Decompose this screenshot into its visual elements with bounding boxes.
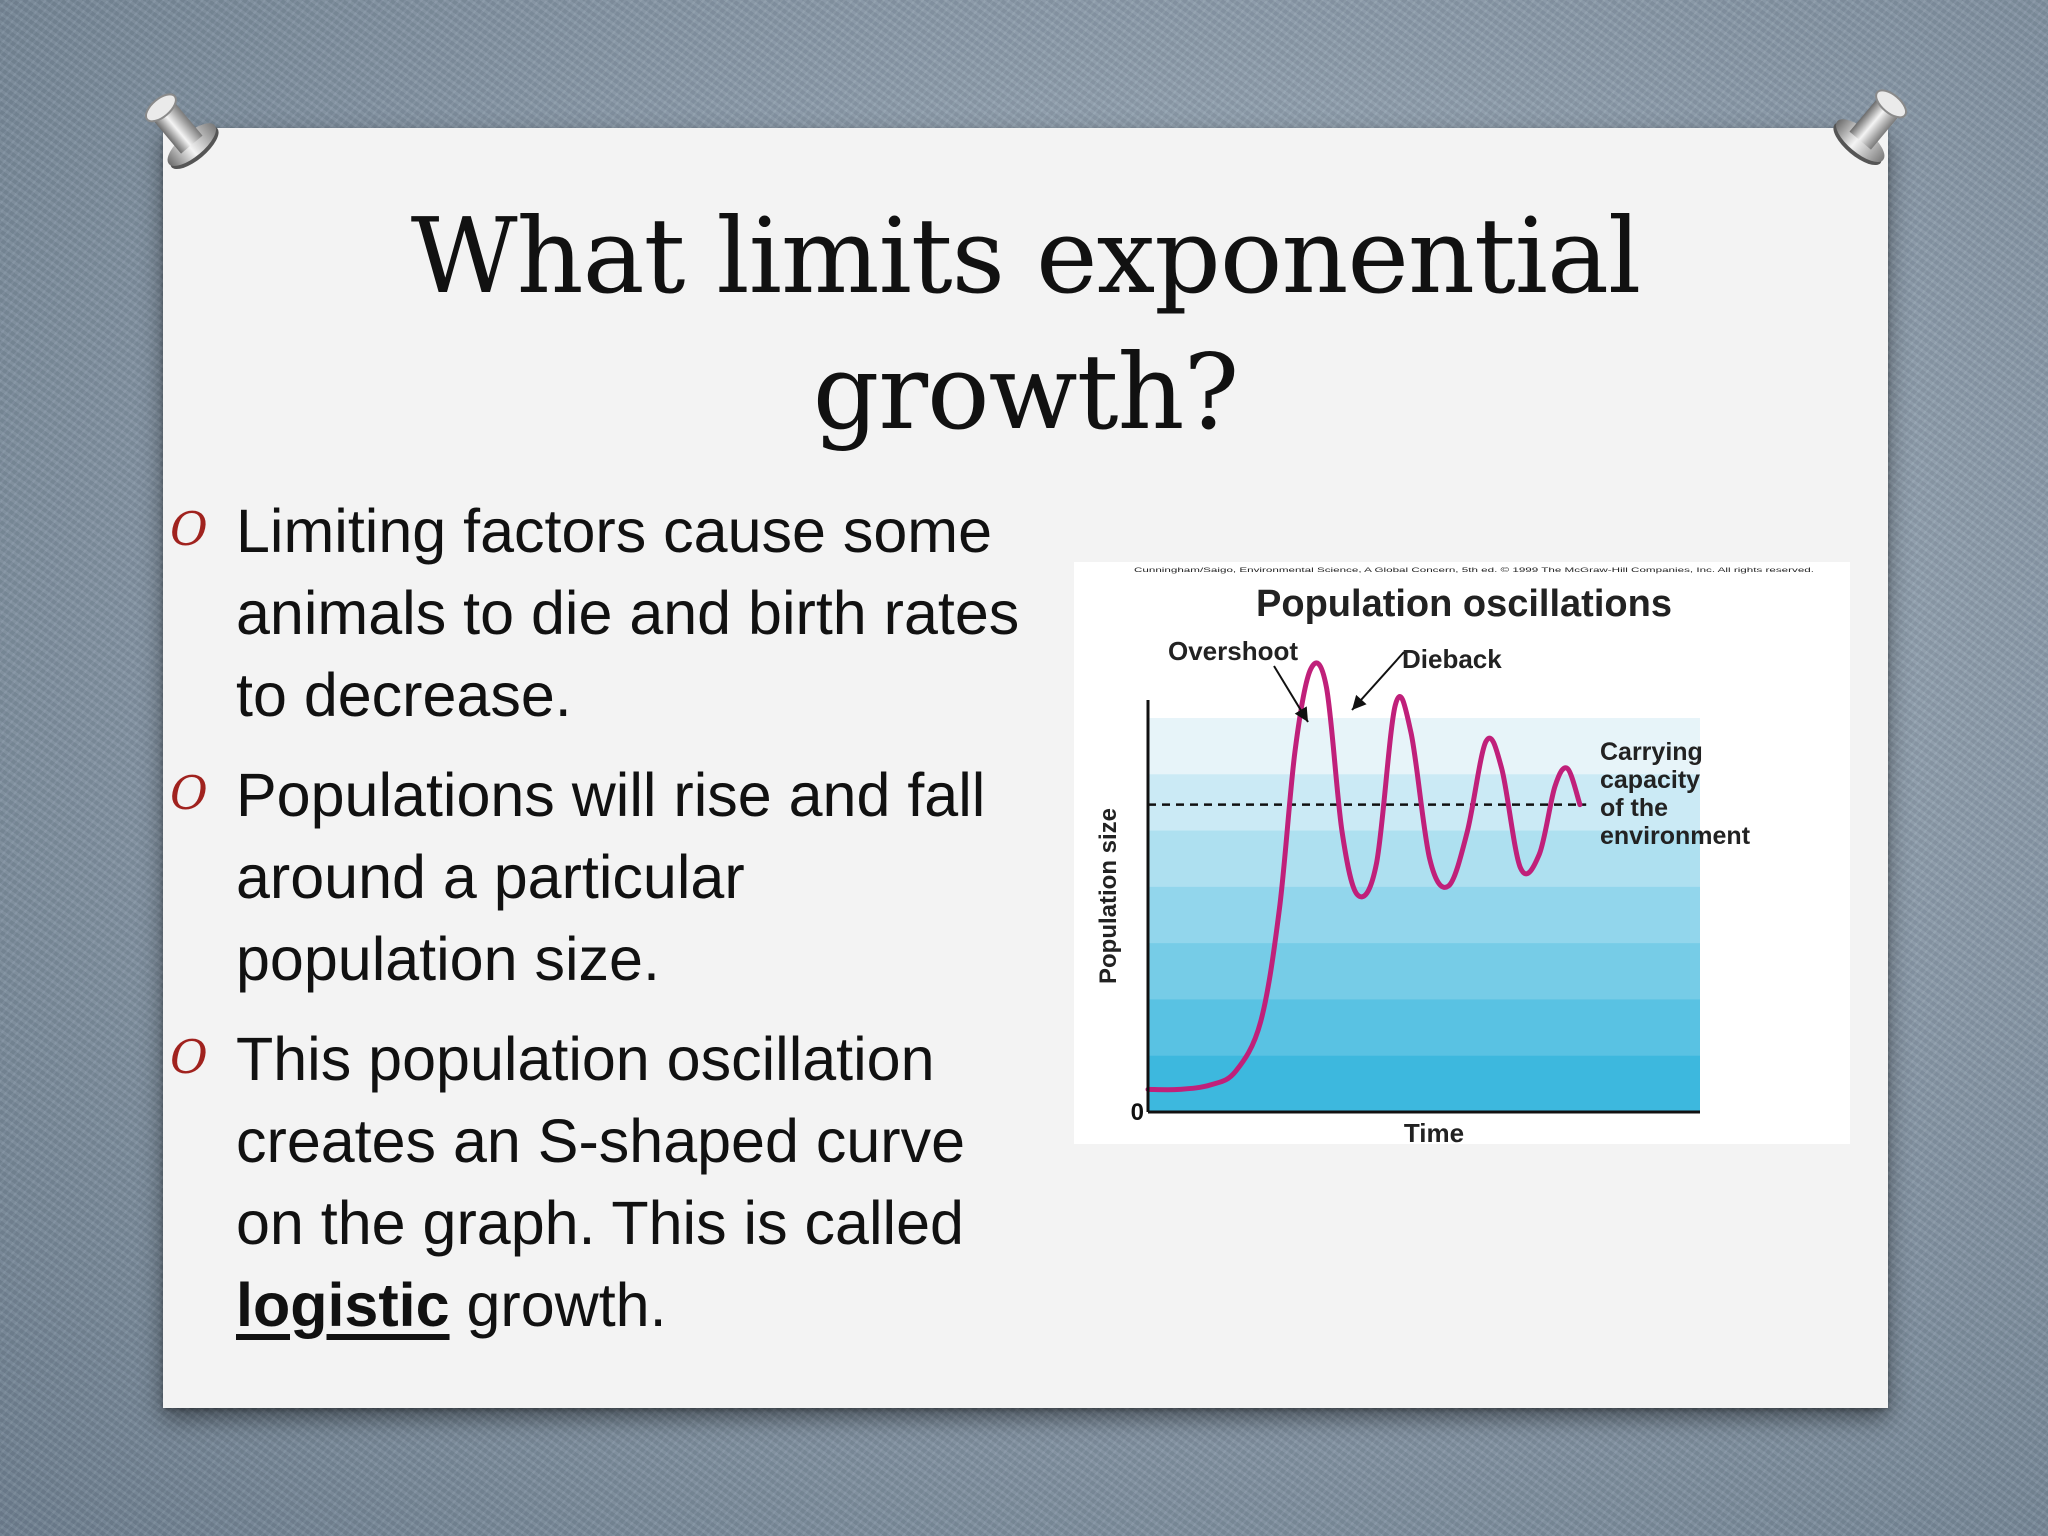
annotation-arrowhead xyxy=(1352,694,1367,710)
slide-title-line-2: growth? xyxy=(812,331,1239,453)
carrying-capacity-label-line: environment xyxy=(1600,822,1751,850)
bullet-item: O Limiting factors cause some animals to… xyxy=(170,490,1030,736)
background-band xyxy=(1148,718,1700,775)
pushpin-left-icon xyxy=(144,93,219,170)
pushpin-right-icon xyxy=(1833,89,1908,166)
bullet-o-icon: O xyxy=(170,766,208,820)
slide-title-line-1: What limits exponential xyxy=(410,195,1642,317)
chart-credit: Cunningham/Saigo, Environmental Science,… xyxy=(1134,567,1815,574)
bullet-text: Populations will rise and fall around a … xyxy=(236,761,986,993)
background-band xyxy=(1148,943,1700,1000)
bullet-o-icon: O xyxy=(170,1030,208,1084)
x-axis-label: Time xyxy=(1404,1118,1464,1144)
background-bands xyxy=(1148,718,1700,1113)
bullet-text-after: growth. xyxy=(449,1271,667,1339)
chart-title: Population oscillations xyxy=(1256,583,1672,625)
y-origin-label: 0 xyxy=(1131,1099,1144,1126)
annotation-label: Overshoot xyxy=(1168,636,1298,666)
bullet-item: O Populations will rise and fall around … xyxy=(170,754,1030,1000)
chart-svg: Cunningham/Saigo, Environmental Science,… xyxy=(1095,567,1815,1144)
background-band xyxy=(1148,1055,1700,1113)
slide-title: What limits exponential growth? xyxy=(163,188,1888,460)
annotation-arrowhead xyxy=(1294,706,1308,722)
carrying-capacity-label-line: capacity xyxy=(1600,766,1700,794)
carrying-capacity-label: Carrying capacity of the environment xyxy=(1600,738,1751,850)
chart-annotations: Overshoot Dieback xyxy=(1168,636,1502,723)
y-axis-label: Population size xyxy=(1095,808,1122,984)
background-band xyxy=(1148,999,1700,1057)
carrying-capacity-label-line: of the xyxy=(1600,794,1668,822)
population-chart: Cunningham/Saigo, Environmental Science,… xyxy=(1074,562,1850,1144)
bullet-text: This population oscillation creates an S… xyxy=(236,1025,965,1339)
background-band xyxy=(1148,886,1700,944)
bullet-text: Limiting factors cause some animals to d… xyxy=(236,497,1020,729)
carrying-capacity-label-line: Carrying xyxy=(1600,738,1703,766)
population-curve xyxy=(1145,660,1583,1093)
bullet-list: O Limiting factors cause some animals to… xyxy=(170,490,1030,1364)
bullet-o-icon: O xyxy=(170,502,208,556)
bullet-text-before: This population oscillation creates an S… xyxy=(236,1025,966,1257)
bullet-item: O This population oscillation creates an… xyxy=(170,1018,1030,1346)
annotation-label: Dieback xyxy=(1402,644,1502,674)
emphasis-logistic: logistic xyxy=(236,1271,450,1339)
